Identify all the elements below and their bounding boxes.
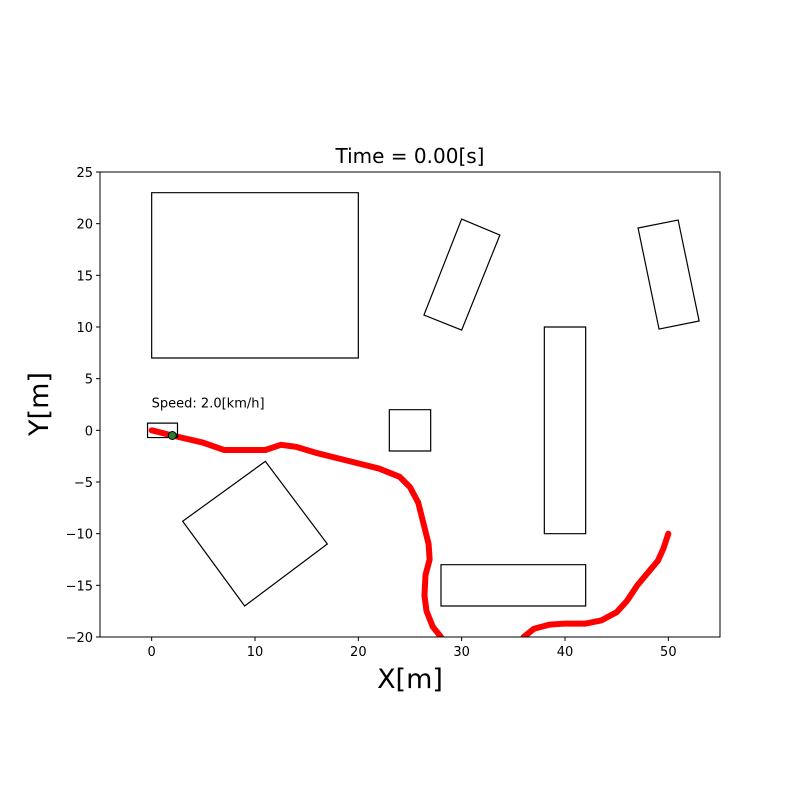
x-tick-label: 30	[453, 645, 470, 660]
obstacle	[181, 460, 329, 607]
x-tick-label: 20	[350, 645, 367, 660]
y-tick-label: 20	[76, 218, 93, 233]
y-tick-label: 15	[76, 269, 93, 284]
y-tick-label: −5	[74, 476, 93, 491]
y-tick-label: −20	[66, 631, 93, 646]
x-axis-label: X[m]	[377, 664, 443, 695]
x-tick-label: 40	[557, 645, 574, 660]
annotation: Speed: 2.0[km/h]	[152, 397, 265, 412]
obstacle	[637, 219, 700, 330]
y-tick-label: 0	[85, 424, 93, 439]
x-tick-label: 50	[660, 645, 677, 660]
obstacle	[388, 409, 432, 452]
y-axis-label: Y[m]	[24, 372, 55, 437]
y-tick-label: 10	[76, 321, 93, 336]
x-tick-label: 10	[247, 645, 264, 660]
obstacle	[423, 218, 501, 331]
y-tick-label: −15	[66, 579, 93, 594]
axes-frame	[99, 171, 721, 638]
obstacle	[151, 192, 359, 359]
trajectory	[148, 427, 672, 637]
vehicle-front	[167, 431, 177, 440]
y-tick-label: −10	[66, 528, 93, 543]
x-tick-label: 0	[148, 645, 156, 660]
y-tick-label: 5	[85, 373, 93, 388]
y-tick-label: 25	[76, 166, 93, 181]
obstacle	[543, 326, 587, 535]
chart-title: Time = 0.00[s]	[335, 144, 485, 168]
vehicle	[146, 422, 179, 439]
plot-area	[146, 192, 700, 637]
obstacle	[440, 564, 587, 607]
